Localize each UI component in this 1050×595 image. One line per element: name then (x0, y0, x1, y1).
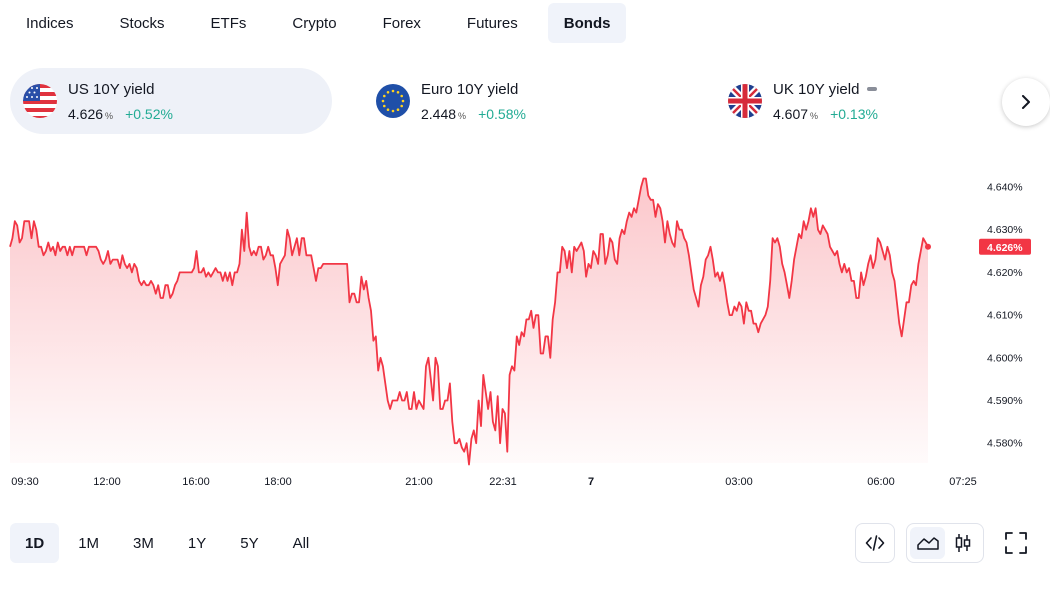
x-tick-label: 12:00 (93, 476, 121, 488)
period-5y[interactable]: 5Y (240, 534, 259, 552)
tab-stocks[interactable]: Stocks (119, 14, 165, 32)
y-tick-label: 4.640% (987, 182, 1023, 194)
area-chart-icon (916, 537, 939, 550)
ticker-unit: % (105, 110, 114, 121)
yield-area (10, 178, 928, 465)
fullscreen-icon (1005, 532, 1027, 554)
period-all[interactable]: All (292, 534, 310, 552)
period-1d[interactable]: 1D (10, 523, 60, 563)
ticker-change: +0.13% (830, 105, 878, 122)
tab-indices[interactable]: Indices (26, 14, 74, 32)
candlestick-icon (955, 534, 970, 552)
ticker-name: Euro 10Y yield (421, 80, 519, 98)
last-point (925, 243, 931, 250)
x-tick-label: 16:00 (182, 476, 210, 488)
ticker-card-us10y[interactable]: US 10Y yield 4.626 % +0.52% (10, 68, 332, 134)
x-tick-label: 06:00 (867, 476, 895, 488)
x-tick-label: 09:30 (11, 476, 39, 488)
ticker-name: US 10Y yield (68, 80, 155, 98)
x-tick-label: 22:31 (489, 476, 517, 488)
last-value-label: 4.626% (987, 242, 1023, 254)
tab-etfs[interactable]: ETFs (210, 14, 247, 32)
area-chart-button[interactable] (910, 527, 945, 559)
ticker-name: UK 10Y yield (773, 80, 860, 98)
y-tick-label: 4.630% (987, 224, 1023, 236)
tab-crypto[interactable]: Crypto (292, 14, 337, 32)
yield-chart[interactable]: 4.640% 4.630% 4.620% 4.610% 4.600% 4.590% 4.58… (0, 150, 1050, 500)
embed-button[interactable] (855, 523, 895, 563)
ticker-value: 4.607 (773, 105, 809, 122)
last-value-badge (979, 238, 1031, 255)
chevron-right-icon (1022, 95, 1030, 109)
ticker-card-uk10y[interactable]: UK 10Y yield 4.607 % +0.13% (715, 68, 975, 134)
period-selector: 1D 1M 3M 1Y 5Y All (10, 523, 328, 563)
ticker-value: 4.626 (68, 105, 104, 122)
y-tick-label: 4.610% (987, 310, 1023, 322)
y-tick-label: 4.590% (987, 395, 1023, 407)
y-tick-label: 4.620% (987, 267, 1023, 279)
ticker-unit: % (810, 110, 819, 121)
period-1m[interactable]: 1M (78, 534, 100, 552)
period-3m[interactable]: 3M (133, 534, 154, 552)
fullscreen-button[interactable] (996, 523, 1036, 563)
yield-line (9, 177, 929, 466)
market-closed-icon (867, 87, 878, 91)
y-tick-label: 4.580% (987, 438, 1023, 450)
x-tick-label: 07:25 (949, 476, 977, 488)
eu-flag-icon (376, 84, 410, 118)
candles-chart-button[interactable] (945, 527, 980, 559)
chart-style-toggle (906, 523, 984, 563)
x-tick-label: 18:00 (264, 476, 292, 488)
next-tickers-button[interactable] (1002, 78, 1050, 126)
x-tick-label: 7 (588, 476, 594, 488)
uk-flag-icon (728, 84, 762, 118)
tab-bonds[interactable]: Bonds (547, 3, 627, 43)
code-icon (865, 535, 885, 551)
tab-forex[interactable]: Forex (382, 14, 421, 32)
ticker-unit: % (458, 110, 467, 121)
x-tick-label: 21:00 (405, 476, 433, 488)
y-tick-label: 4.600% (987, 352, 1023, 364)
tab-futures[interactable]: Futures (466, 14, 518, 32)
period-1y[interactable]: 1Y (187, 534, 207, 552)
us-flag-icon (23, 84, 57, 118)
x-tick-label: 03:00 (725, 476, 753, 488)
ticker-value: 2.448 (421, 105, 457, 122)
ticker-change: +0.52% (125, 105, 173, 122)
market-tabs: Indices Stocks ETFs Crypto Forex Futures… (10, 3, 640, 43)
ticker-card-euro10y[interactable]: Euro 10Y yield 2.448 % +0.58% (363, 68, 613, 134)
ticker-change: +0.58% (478, 105, 526, 122)
